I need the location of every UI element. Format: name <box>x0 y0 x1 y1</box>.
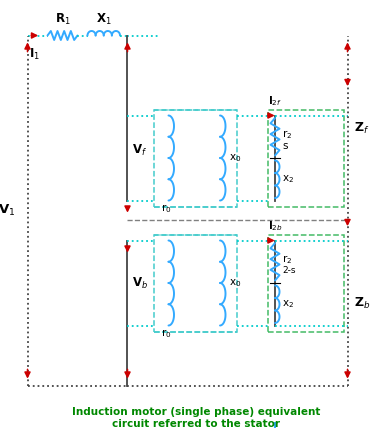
Text: x$_0$: x$_0$ <box>229 152 241 164</box>
Text: r$_2$: r$_2$ <box>283 253 293 266</box>
Text: X$_1$: X$_1$ <box>96 12 112 27</box>
Text: r$_0$: r$_0$ <box>161 202 171 215</box>
Text: I$_{2b}$: I$_{2b}$ <box>269 219 283 233</box>
Text: Z$_f$: Z$_f$ <box>354 120 369 136</box>
Text: V$_1$: V$_1$ <box>0 203 15 218</box>
Text: 2-s: 2-s <box>283 266 296 275</box>
Text: r$_0$: r$_0$ <box>161 327 171 340</box>
Text: s: s <box>283 141 288 151</box>
Text: Induction motor (single phase) equivalent
circuit referred to the stator: Induction motor (single phase) equivalen… <box>72 407 320 428</box>
Text: x$_2$: x$_2$ <box>283 173 295 185</box>
Text: x$_2$: x$_2$ <box>283 298 295 310</box>
Text: V$_f$: V$_f$ <box>131 143 147 158</box>
Text: I$_1$: I$_1$ <box>29 47 40 62</box>
Text: r$_2$: r$_2$ <box>283 128 293 141</box>
Text: x$_0$: x$_0$ <box>229 277 241 289</box>
Text: I$_{2f}$: I$_{2f}$ <box>269 94 283 108</box>
Text: V$_b$: V$_b$ <box>131 276 147 291</box>
Text: Z$_b$: Z$_b$ <box>354 295 370 311</box>
Text: R$_1$: R$_1$ <box>54 12 70 27</box>
